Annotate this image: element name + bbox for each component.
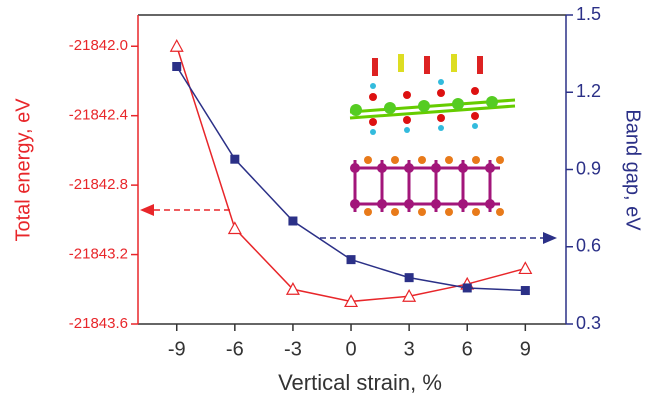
x-tick-label: -9 [168,338,186,360]
marker [521,286,530,295]
y2-tick-label: 1.5 [576,4,601,24]
axis-arrows [140,204,557,244]
marker [519,262,531,273]
y2-tick-label: 0.6 [576,236,601,256]
y-tick-label: -21842.4 [69,107,128,124]
marker [288,217,297,226]
marker [405,273,414,282]
y-tick-label: -21842.0 [69,37,128,54]
x-tick-label: -3 [284,338,302,360]
y-tick-label: -21842.8 [69,176,128,193]
y2-axis-title: Band gap, eV [622,109,644,231]
y-tick-label: -21843.2 [69,246,128,263]
y2-tick-label: 1.2 [576,81,601,101]
marker [172,62,181,71]
y-tick-label: -21843.6 [69,315,128,332]
y-axis-title: Total energy, eV [12,98,34,242]
x-tick-label: 3 [404,338,415,360]
marker [463,283,472,292]
x-tick-label: 0 [345,338,356,360]
marker [171,40,183,51]
x-tick-label: -6 [226,338,244,360]
x-tick-label: 6 [462,338,473,360]
y2-tick-label: 0.3 [576,313,601,333]
marker [229,223,241,234]
x-tick-label: 9 [520,338,531,360]
chart: Vertical strain, % Total energy, eV Band… [0,0,657,406]
marker [347,255,356,264]
x-axis-title: Vertical strain, % [278,370,442,395]
inset-structure [350,54,515,216]
y2-tick-label: 0.9 [576,158,601,178]
marker [230,155,239,164]
